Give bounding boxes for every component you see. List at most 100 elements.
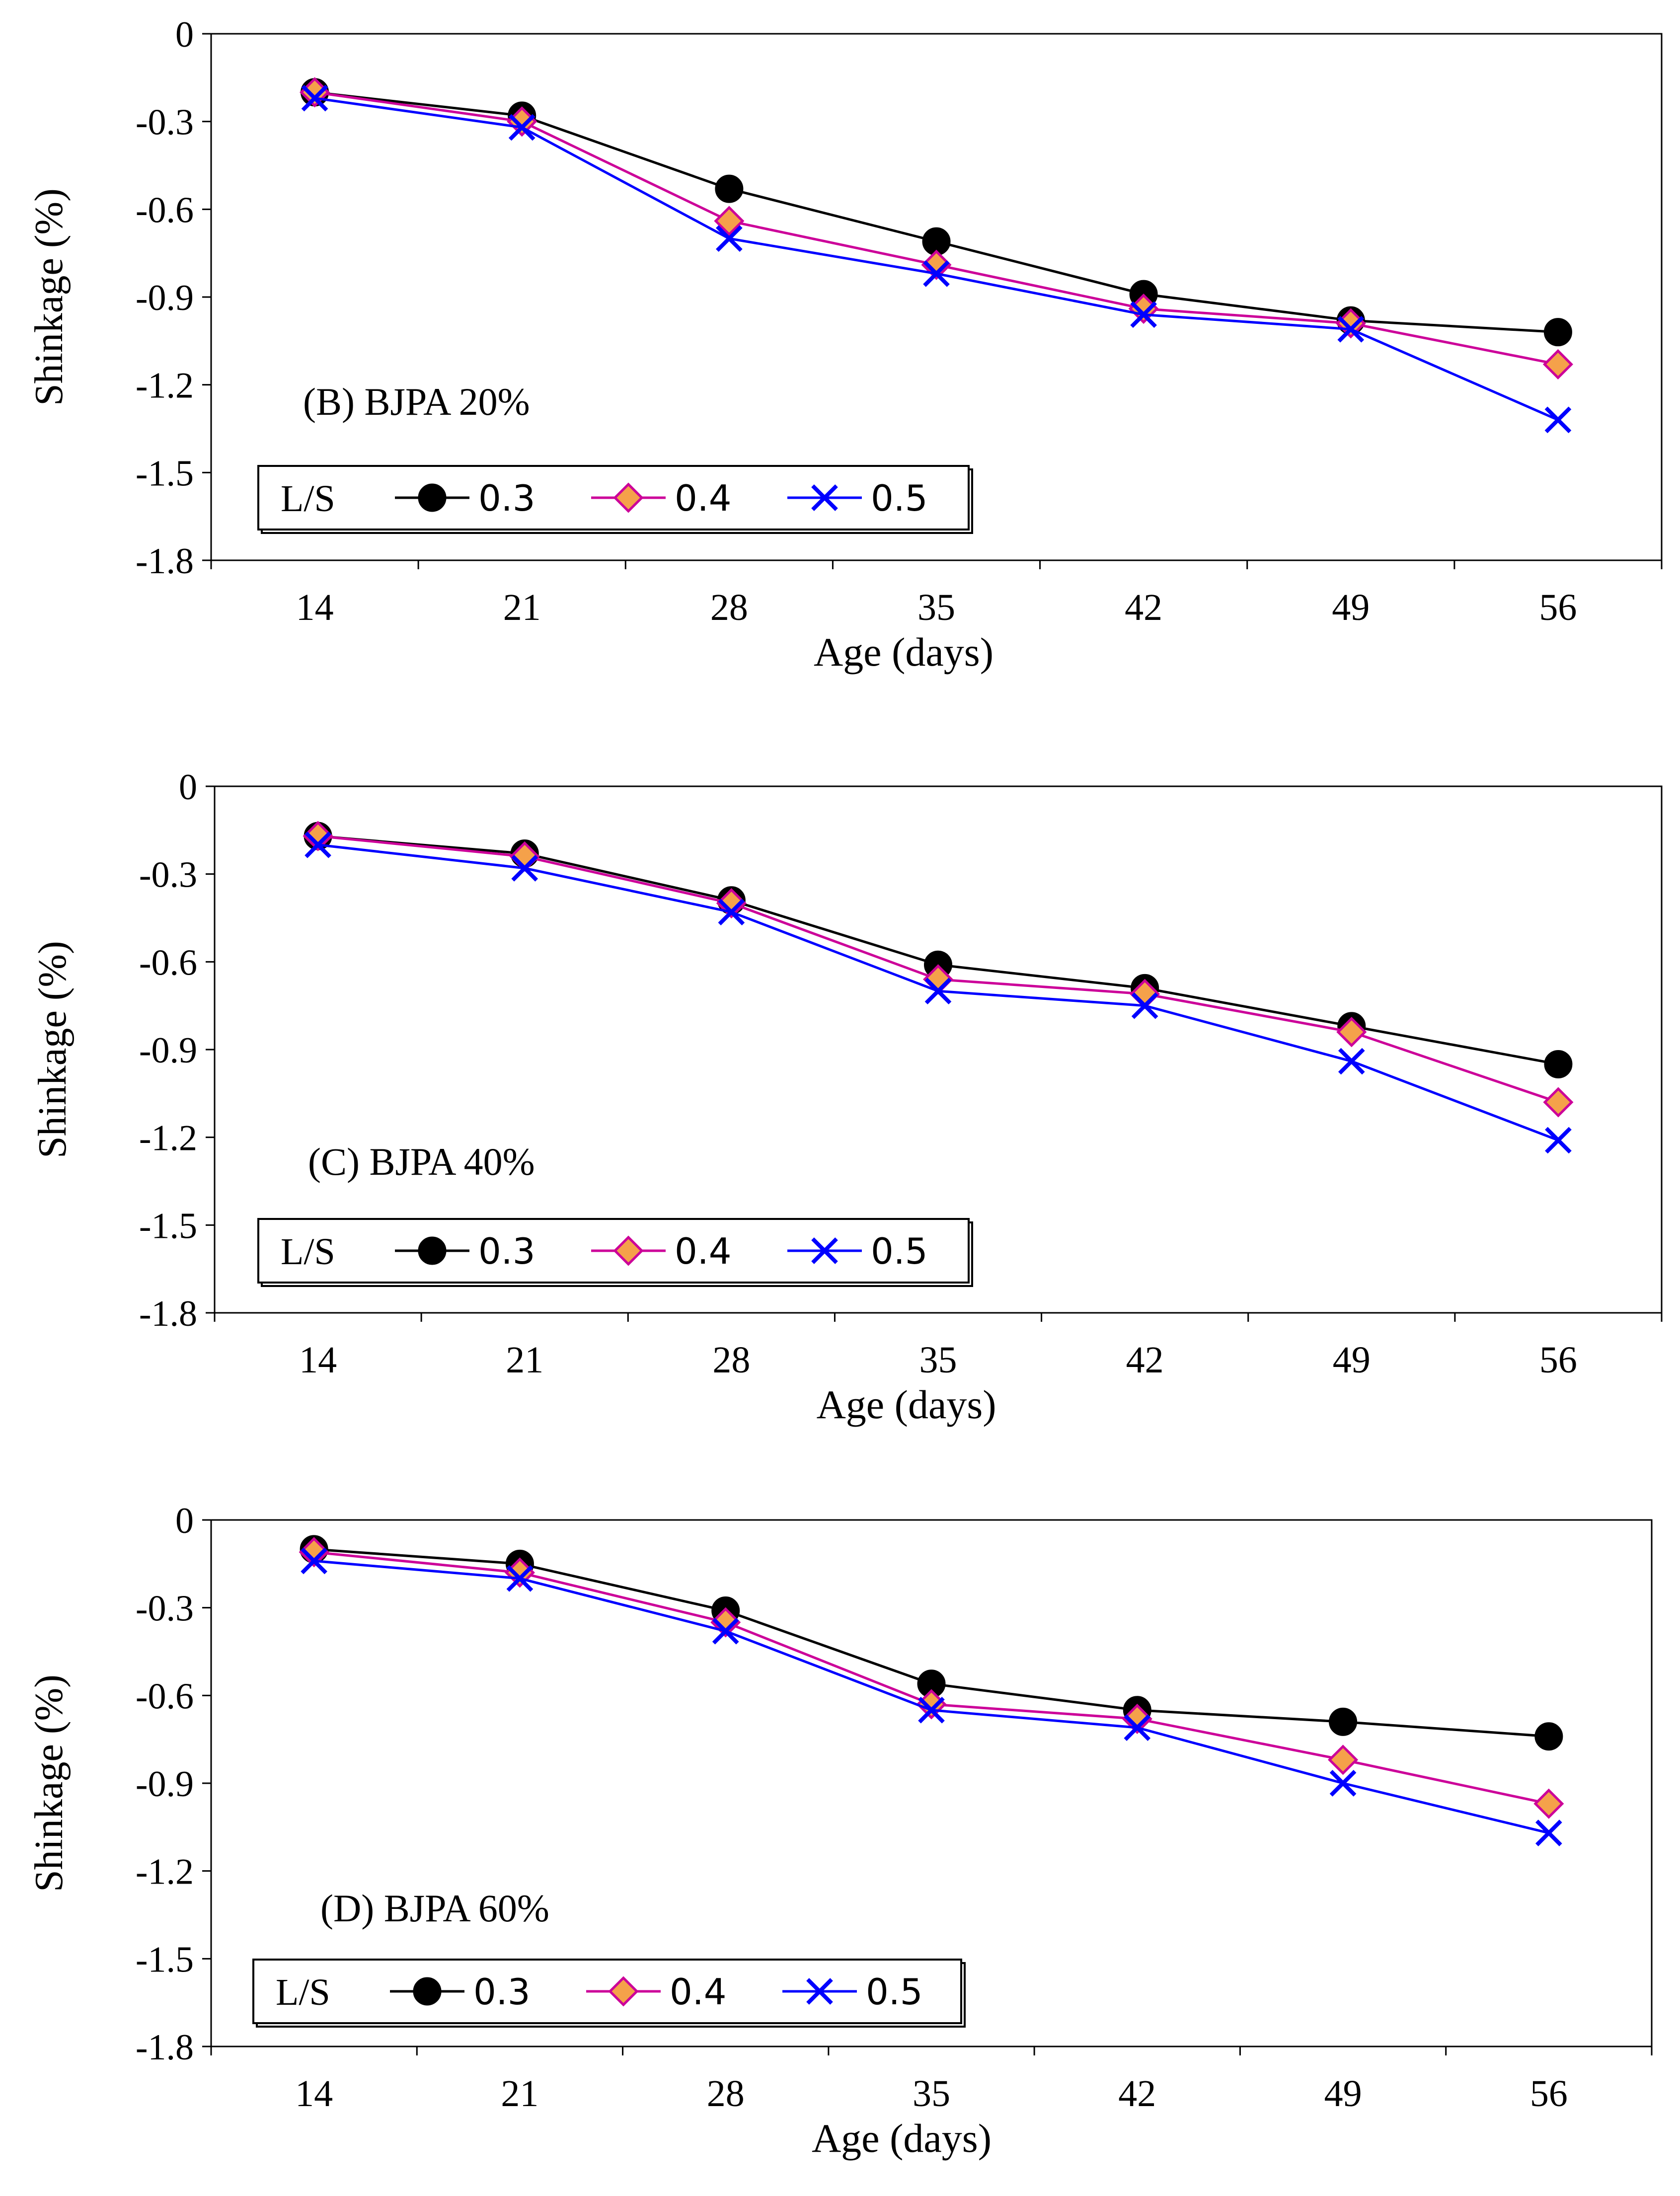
- y-tick-label: 0: [179, 767, 197, 808]
- panel-label: (D) BJPA 60%: [320, 1887, 549, 1930]
- y-tick-label: -0.6: [136, 190, 194, 230]
- x-tick-label: 35: [917, 587, 955, 628]
- series-0-5: [301, 1547, 1562, 1846]
- legend: L/S 0.3 0.4 0.5: [257, 465, 973, 534]
- y-tick-label: -1.8: [136, 541, 194, 582]
- y-tick-label: -0.9: [136, 1764, 194, 1805]
- data-point-cross: [508, 114, 535, 141]
- legend-marker-circle: [413, 1977, 442, 2006]
- data-point-cross: [1338, 1048, 1365, 1075]
- series-0-5: [305, 831, 1572, 1154]
- chart-panel-2: 0 -0.3 -0.6 -0.9 -1.2 -1.5 -1.8 14 21 28 35 42 49 56 A…: [31, 767, 1663, 1427]
- data-point-diamond: [1328, 1744, 1359, 1775]
- y-axis-title: Shinkage (%): [27, 188, 71, 406]
- legend-marker-diamond: [608, 1976, 639, 2007]
- y-tick-label: -1.8: [136, 2027, 194, 2068]
- data-point-cross: [923, 260, 950, 287]
- x-tick-label: 14: [299, 1339, 337, 1381]
- data-point-cross: [918, 1696, 945, 1724]
- data-point-diamond: [1543, 1087, 1574, 1118]
- y-tick-label: -1.2: [136, 366, 194, 406]
- legend-marker-circle: [418, 1236, 447, 1265]
- data-point-cross: [1124, 1714, 1151, 1741]
- x-tick-label: 35: [913, 2073, 950, 2115]
- data-point-diamond: [916, 1689, 947, 1720]
- chart-panel-1: 0 -0.3 -0.6 -0.9 -1.2 -1.5 -1.8 14 21 28 35 42 49 56 A…: [27, 14, 1663, 675]
- x-axis-title: Age (days): [812, 2116, 992, 2161]
- x-axis-title: Age (days): [817, 1382, 996, 1427]
- y-tick-label: 0: [175, 1501, 194, 1541]
- chart-panel-3: 0 -0.3 -0.6 -0.9 -1.2 -1.5 -1.8 14 21 28 35 42 49 56 A…: [27, 1501, 1653, 2161]
- series-0-3: [304, 822, 1573, 1078]
- legend-entry-label: 0.5: [871, 477, 928, 519]
- data-point-cross: [712, 1617, 739, 1645]
- data-point-cross: [1131, 992, 1158, 1019]
- x-tick-label: 56: [1539, 587, 1577, 628]
- series-line: [317, 834, 1559, 1065]
- legend-entry-label: 0.5: [871, 1230, 928, 1272]
- data-point-diamond: [1542, 349, 1573, 379]
- data-point-cross: [924, 978, 952, 1005]
- legend-title: L/S: [281, 478, 335, 520]
- data-point-cross: [716, 225, 743, 252]
- data-point-cross: [305, 831, 331, 858]
- legend: L/S 0.3 0.4 0.5: [257, 1218, 973, 1287]
- x-tick-label: 28: [710, 587, 748, 628]
- legend-title: L/S: [281, 1231, 335, 1273]
- data-point-cross: [506, 1565, 534, 1592]
- y-tick-label: -0.3: [139, 855, 197, 896]
- panel-label: (C) BJPA 40%: [308, 1140, 535, 1183]
- data-point-circle: [1329, 1707, 1358, 1736]
- panel-label: (B) BJPA 20%: [303, 380, 530, 423]
- y-tick-label: -1.5: [136, 1939, 194, 1980]
- x-tick-label: 49: [1332, 587, 1370, 628]
- data-point-diamond: [714, 206, 745, 236]
- series-0-5: [301, 84, 1572, 434]
- y-axis-title: Shinkage (%): [31, 941, 75, 1158]
- legend-entry-label: 0.3: [478, 1230, 535, 1272]
- data-point-cross: [1329, 1770, 1357, 1797]
- x-tick-label: 49: [1333, 1339, 1371, 1381]
- legend-marker-cross: [806, 1978, 833, 2005]
- data-point-diamond: [299, 1537, 329, 1568]
- data-point-diamond: [1122, 1703, 1152, 1734]
- data-point-cross: [301, 1547, 327, 1575]
- x-tick-label: 21: [501, 2073, 538, 2115]
- y-tick-label: -1.2: [139, 1118, 197, 1159]
- x-tick-label: 28: [712, 1339, 750, 1381]
- x-axis-title: Age (days): [814, 629, 993, 675]
- x-tick-label: 49: [1324, 2073, 1362, 2115]
- y-tick-label: -0.6: [136, 1676, 194, 1717]
- data-point-diamond: [1336, 1017, 1367, 1048]
- y-tick-label: -1.5: [139, 1206, 197, 1246]
- y-tick-label: -1.5: [136, 453, 194, 494]
- legend-entry-label: 0.3: [473, 1971, 531, 2013]
- legend-marker-circle: [418, 483, 447, 512]
- x-tick-label: 42: [1125, 587, 1162, 628]
- data-point-circle: [1543, 318, 1572, 347]
- x-tick-label: 21: [506, 1339, 543, 1381]
- y-tick-label: -1.2: [136, 1852, 194, 1893]
- x-tick-label: 14: [296, 587, 334, 628]
- y-tick-label: -0.6: [139, 942, 197, 983]
- y-tick-label: -0.9: [136, 278, 194, 318]
- data-point-cross: [511, 855, 538, 882]
- legend-entry-label: 0.4: [675, 1230, 732, 1272]
- legend-entry-label: 0.4: [670, 1971, 727, 2013]
- y-tick-label: -0.9: [139, 1030, 197, 1071]
- y-tick-label: -0.3: [136, 102, 194, 143]
- y-tick-label: -1.8: [139, 1293, 197, 1334]
- x-tick-label: 14: [295, 2073, 333, 2115]
- series-line: [314, 91, 1558, 334]
- x-tick-label: 56: [1539, 1339, 1577, 1381]
- legend-marker-diamond: [613, 1235, 644, 1266]
- x-tick-label: 42: [1126, 1339, 1164, 1381]
- series-0-3: [301, 78, 1572, 347]
- y-axis-title: Shinkage (%): [27, 1674, 71, 1892]
- data-point-circle: [1544, 1050, 1573, 1078]
- x-tick-label: 35: [919, 1339, 957, 1381]
- legend-title: L/S: [276, 1971, 330, 2013]
- y-tick-label: -0.3: [136, 1589, 194, 1629]
- y-tick-label: 0: [175, 14, 194, 55]
